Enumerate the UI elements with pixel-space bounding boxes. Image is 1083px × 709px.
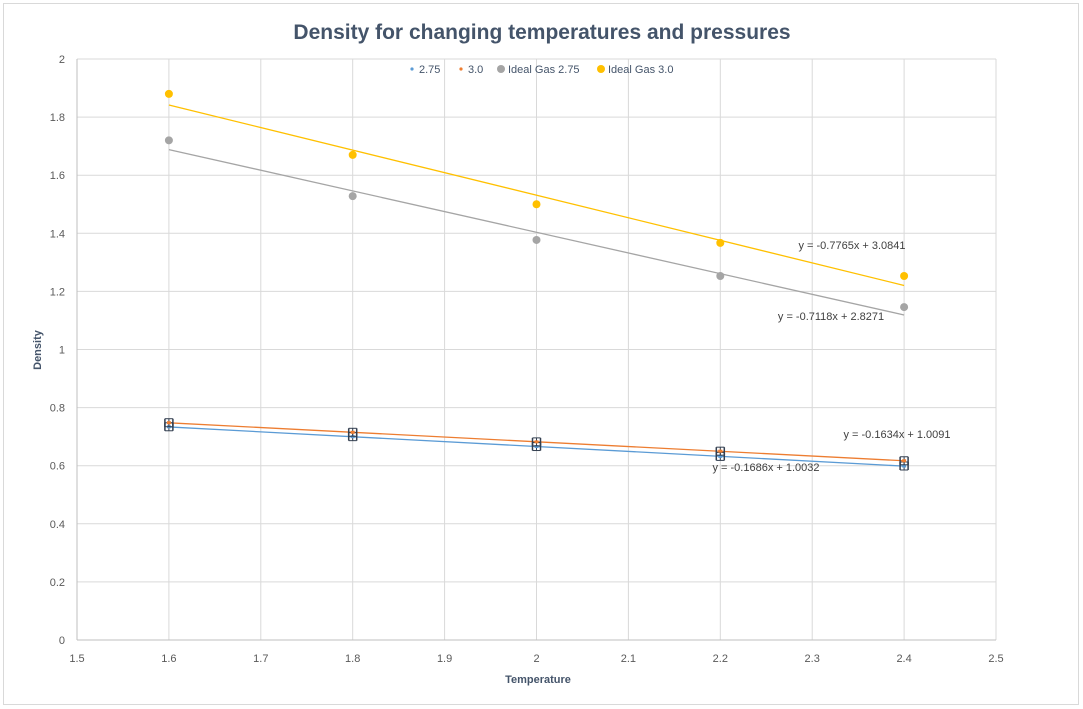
data-point-ideal-gas-2-75 (900, 303, 909, 312)
y-tick-label: 1.2 (50, 286, 65, 298)
legend-label: 2.75 (419, 64, 440, 76)
legend-item-ideal-gas-2-75: Ideal Gas 2.75 (497, 64, 580, 76)
chart-title: Density for changing temperatures and pr… (293, 21, 790, 44)
data-point-3-0 (902, 459, 907, 463)
x-tick-label: 2.1 (621, 653, 636, 665)
trendline-equation-ideal-gas-3-0: y = -0.7765x + 3.0841 (798, 240, 905, 252)
legend-item-ideal-gas-3-0: Ideal Gas 3.0 (597, 64, 673, 76)
trendline-equation-2-75: y = -0.1686x + 1.0032 (712, 462, 819, 474)
x-tick-label: 2.4 (896, 653, 911, 665)
legend-marker (410, 67, 414, 71)
data-point-ideal-gas-2-75 (164, 136, 173, 145)
y-tick-label: 0.4 (50, 519, 65, 531)
x-tick-label: 1.7 (253, 653, 268, 665)
error-bar-3-0 (715, 446, 726, 456)
data-point-ideal-gas-2-75 (532, 235, 541, 244)
y-axis-title: Density (32, 329, 44, 370)
x-tick-label: 1.5 (69, 653, 84, 665)
error-bar-3-0 (899, 456, 909, 466)
x-tick-label: 2.2 (713, 653, 728, 665)
x-tick-label: 1.8 (345, 653, 360, 665)
legend: 2.75 3.0 Ideal Gas 2.75 Ideal Gas 3.0 (410, 64, 673, 76)
y-tick-label: 1.4 (50, 228, 65, 240)
data-point-ideal-gas-3-0 (164, 89, 173, 98)
data-point-2-75 (534, 445, 539, 449)
data-point-ideal-gas-3-0 (348, 150, 357, 159)
legend-marker (597, 65, 605, 73)
trendline-equations: y = -0.1686x + 1.0032 y = -0.1634x + 1.00… (712, 240, 950, 474)
trendline-equation-ideal-gas-2-75: y = -0.7118x + 2.8271 (778, 311, 884, 323)
legend-marker (459, 67, 463, 71)
data-point-ideal-gas-3-0 (900, 272, 909, 281)
legend-item-2-75: 2.75 (410, 64, 440, 76)
x-tick-label: 1.6 (161, 653, 176, 665)
data-point-3-0 (166, 421, 171, 425)
trendline-equation-3-0: y = -0.1634x + 1.0091 (843, 429, 950, 441)
y-tick-label: 2 (59, 54, 65, 66)
y-tick-labels: 0 0.2 0.4 0.6 0.8 1 1.2 1.4 1.6 1.8 2 (50, 54, 65, 647)
legend-label: 3.0 (468, 64, 483, 76)
data-point-3-0 (534, 440, 539, 444)
data-point-3-0 (350, 430, 355, 434)
data-point-3-0 (718, 449, 723, 453)
trendline-ideal-gas-3-0 (168, 104, 905, 287)
y-tick-label: 0.8 (50, 403, 65, 415)
y-tick-label: 1.6 (50, 170, 65, 182)
x-tick-label: 1.9 (437, 653, 452, 665)
data-point-2-75 (902, 464, 907, 468)
x-axis-title: Temperature (505, 674, 571, 686)
data-point-ideal-gas-2-75 (716, 272, 725, 281)
y-tick-label: 0.2 (50, 577, 65, 589)
data-point-2-75 (718, 454, 723, 458)
y-tick-label: 0 (59, 635, 65, 647)
x-tick-labels: 1.5 1.6 1.7 1.8 1.9 2 2.1 2.2 2.3 2.4 2.5 (69, 653, 1003, 665)
legend-marker (497, 65, 505, 73)
legend-label: Ideal Gas 3.0 (608, 64, 673, 76)
axes (76, 59, 996, 641)
grid (77, 58, 997, 640)
data-points (164, 89, 909, 471)
data-point-ideal-gas-3-0 (532, 200, 541, 209)
x-tick-label: 2.5 (988, 653, 1003, 665)
legend-label: Ideal Gas 2.75 (508, 64, 580, 76)
data-point-ideal-gas-2-75 (348, 192, 357, 201)
data-point-ideal-gas-3-0 (716, 238, 725, 247)
x-tick-label: 2.3 (805, 653, 820, 665)
trendline-ideal-gas-2-75 (168, 148, 905, 316)
x-tick-label: 2 (533, 653, 539, 665)
y-tick-label: 0.6 (50, 461, 65, 473)
legend-item-3-0: 3.0 (459, 64, 483, 76)
chart-frame (3, 3, 1079, 705)
y-tick-label: 1 (59, 345, 65, 357)
y-tick-label: 1.8 (50, 112, 65, 124)
